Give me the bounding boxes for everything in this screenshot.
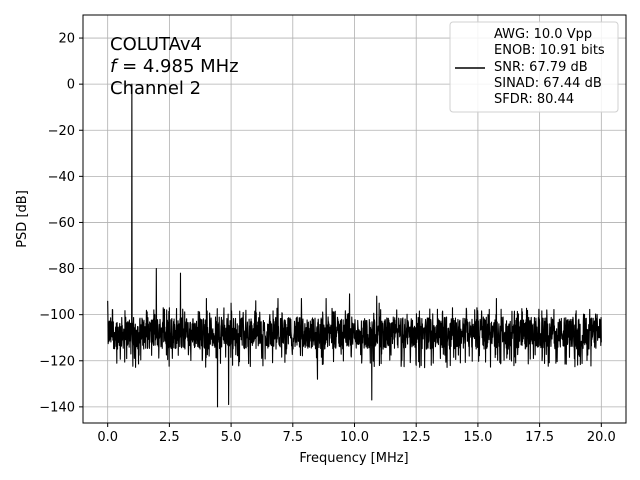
annotation-frequency: = 4.985 MHz [116,56,238,77]
x-tick-label: 15.0 [463,430,492,445]
legend: AWG: 10.0 Vpp ENOB: 10.91 bits SNR: 67.7… [449,21,619,113]
y-tick-label: −20 [48,124,75,139]
legend-entry-sfdr: SFDR: 80.44 [494,92,574,107]
axis-ticks: 0.0 2.5 5.0 7.5 10.0 12.5 15.0 17.5 20.0 20 0 −20 −4… [39,32,616,445]
y-tick-label: 0 [67,78,75,93]
x-tick-label: 12.5 [402,430,431,445]
x-tick-label: 17.5 [525,430,554,445]
annotation: COLUTAv4 f = 4.985 MHz Channel 2 [110,34,239,99]
legend-entry-enob: ENOB: 10.91 bits [494,43,605,58]
x-tick-label: 0.0 [97,430,118,445]
psd-series-line [107,83,602,408]
y-tick-label: −80 [48,262,75,277]
x-tick-label: 20.0 [587,430,616,445]
x-tick-label: 5.0 [221,430,242,445]
y-tick-label: −140 [39,400,75,415]
annotation-variable: f [110,56,119,77]
annotation-line-1: COLUTAv4 [110,34,202,55]
y-tick-label: −40 [48,170,75,185]
legend-entry-awg: AWG: 10.0 Vpp [494,27,592,42]
legend-entry-sinad: SINAD: 67.44 dB [494,76,602,91]
y-tick-label: −120 [39,354,75,369]
x-axis-label: Frequency [MHz] [299,451,408,466]
legend-entry-snr: SNR: 67.79 dB [494,60,588,75]
x-tick-label: 10.0 [340,430,369,445]
annotation-line-3: Channel 2 [110,78,201,99]
x-tick-label: 2.5 [159,430,180,445]
y-axis-label: PSD [dB] [15,190,30,248]
y-tick-label: −60 [48,216,75,231]
y-tick-label: −100 [39,308,75,323]
series-layer [107,83,602,408]
x-tick-label: 7.5 [282,430,303,445]
legend-box [449,21,619,113]
y-tick-label: 20 [58,32,75,47]
annotation-line-2: f = 4.985 MHz [110,56,239,77]
